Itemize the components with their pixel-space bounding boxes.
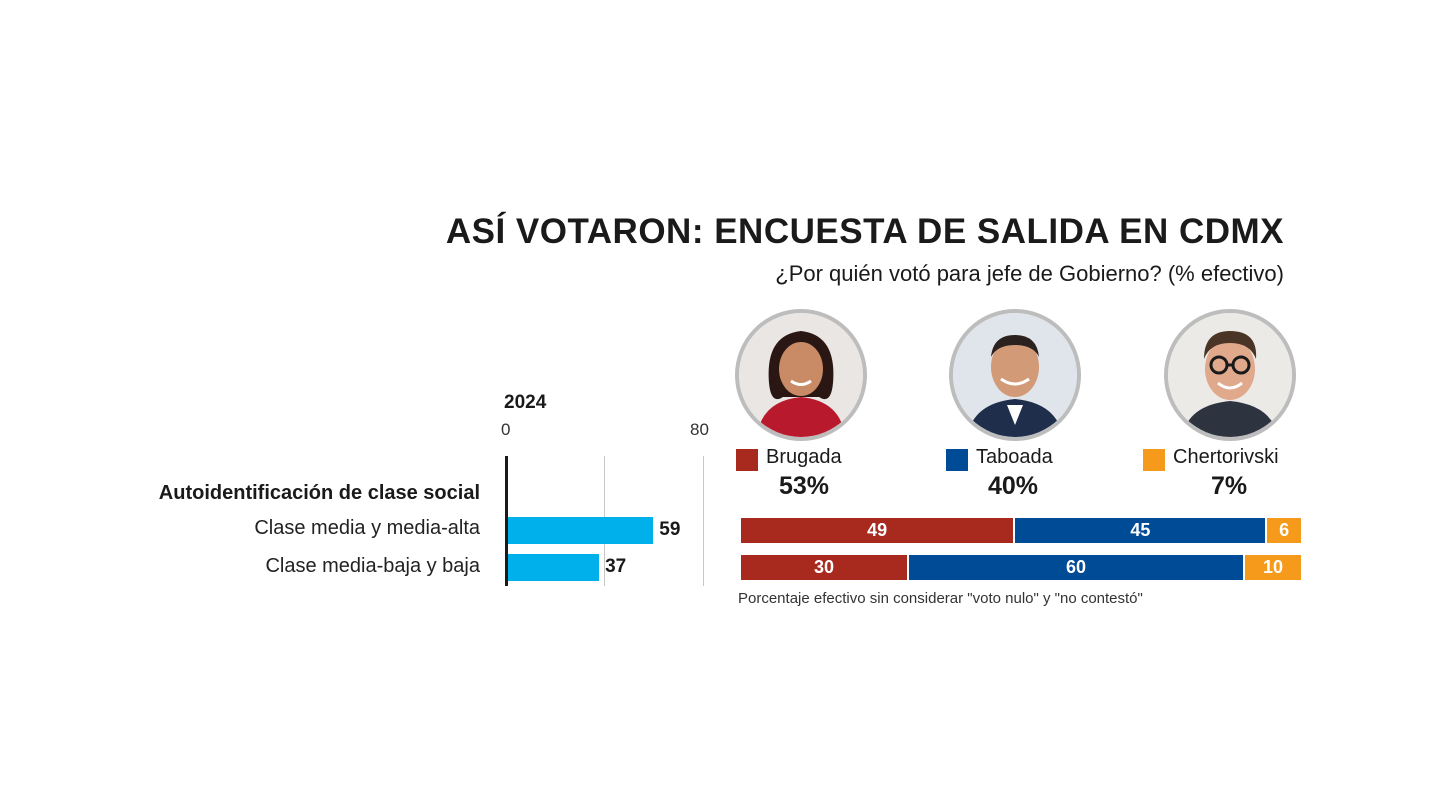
bar	[508, 517, 654, 544]
candidate-name: Brugada	[766, 446, 842, 468]
bar-segment: 49	[741, 518, 1016, 543]
bar-segment: 60	[909, 555, 1245, 580]
legend-swatch-chertorivski	[1143, 449, 1165, 471]
bar-segment: 10	[1245, 555, 1301, 580]
legend-swatch-brugada	[736, 449, 758, 471]
bar-value-label: 59	[659, 519, 681, 540]
bar-value-label: 37	[605, 556, 627, 577]
candidate-percentage: 40%	[988, 472, 1039, 500]
tick-label-max: 80	[690, 420, 709, 439]
legend-swatch-taboada	[946, 449, 968, 471]
candidate-photo-chertorivski	[1164, 309, 1296, 441]
candidate-percentage: 7%	[1211, 472, 1248, 500]
tick-label-min: 0	[501, 420, 511, 439]
year-label: 2024	[504, 392, 547, 413]
candidate-name: Chertorivski	[1173, 446, 1279, 468]
category-label: Clase media-baja y baja	[265, 555, 480, 577]
candidate-photo-brugada	[735, 309, 867, 441]
category-label: Clase media y media-alta	[254, 517, 480, 539]
candidate-name: Taboada	[976, 446, 1053, 468]
chart-subtitle: ¿Por quién votó para jefe de Gobierno? (…	[775, 261, 1284, 286]
gridline-max	[703, 456, 704, 586]
stacked-bar-row: 30 60 10	[741, 555, 1301, 580]
stacked-bar-row: 49 45 6	[741, 518, 1301, 543]
candidate-photo-taboada	[949, 309, 1081, 441]
footnote: Porcentaje efectivo sin considerar "voto…	[738, 590, 1143, 607]
chart-title: ASÍ VOTARON: ENCUESTA DE SALIDA EN CDMX	[445, 212, 1284, 251]
y-axis-line	[505, 456, 508, 586]
section-label: Autoidentificación de clase social	[158, 482, 480, 504]
bar	[508, 554, 600, 581]
candidate-percentage: 53%	[779, 472, 830, 500]
bar-segment: 45	[1015, 518, 1268, 543]
bar-segment: 30	[741, 555, 909, 580]
bar-segment: 6	[1267, 518, 1301, 543]
